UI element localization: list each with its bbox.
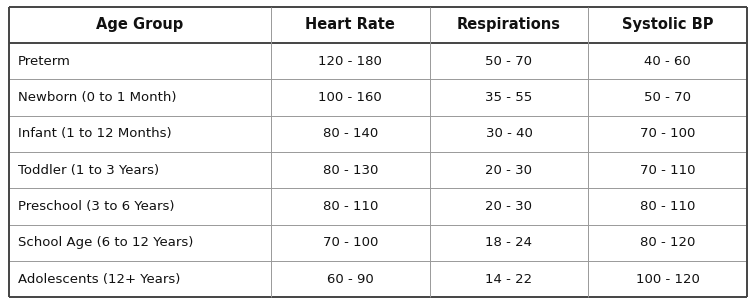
Text: Toddler (1 to 3 Years): Toddler (1 to 3 Years) (18, 164, 160, 177)
Text: 50 - 70: 50 - 70 (485, 55, 532, 68)
Text: 40 - 60: 40 - 60 (644, 55, 691, 68)
Text: 80 - 110: 80 - 110 (640, 200, 696, 213)
Text: 120 - 180: 120 - 180 (318, 55, 383, 68)
Text: 80 - 140: 80 - 140 (323, 127, 378, 140)
Text: 30 - 40: 30 - 40 (485, 127, 532, 140)
Text: Adolescents (12+ Years): Adolescents (12+ Years) (18, 273, 181, 286)
Text: 18 - 24: 18 - 24 (485, 236, 532, 249)
Text: 20 - 30: 20 - 30 (485, 164, 532, 177)
Text: Infant (1 to 12 Months): Infant (1 to 12 Months) (18, 127, 172, 140)
Text: Heart Rate: Heart Rate (305, 17, 395, 32)
Text: 60 - 90: 60 - 90 (327, 273, 373, 286)
Text: Newborn (0 to 1 Month): Newborn (0 to 1 Month) (18, 91, 177, 104)
Text: 70 - 110: 70 - 110 (640, 164, 696, 177)
Text: 14 - 22: 14 - 22 (485, 273, 532, 286)
Text: 80 - 110: 80 - 110 (323, 200, 378, 213)
Text: 20 - 30: 20 - 30 (485, 200, 532, 213)
Text: Systolic BP: Systolic BP (622, 17, 714, 32)
Text: School Age (6 to 12 Years): School Age (6 to 12 Years) (18, 236, 194, 249)
Text: Respirations: Respirations (457, 17, 561, 32)
Text: 100 - 160: 100 - 160 (318, 91, 383, 104)
Text: 80 - 120: 80 - 120 (640, 236, 696, 249)
Text: Preschool (3 to 6 Years): Preschool (3 to 6 Years) (18, 200, 175, 213)
Text: Age Group: Age Group (97, 17, 184, 32)
Text: 35 - 55: 35 - 55 (485, 91, 532, 104)
Text: 50 - 70: 50 - 70 (644, 91, 691, 104)
Text: 70 - 100: 70 - 100 (323, 236, 378, 249)
Text: Preterm: Preterm (18, 55, 71, 68)
Text: 80 - 130: 80 - 130 (323, 164, 378, 177)
Text: 100 - 120: 100 - 120 (636, 273, 699, 286)
Text: 70 - 100: 70 - 100 (640, 127, 696, 140)
